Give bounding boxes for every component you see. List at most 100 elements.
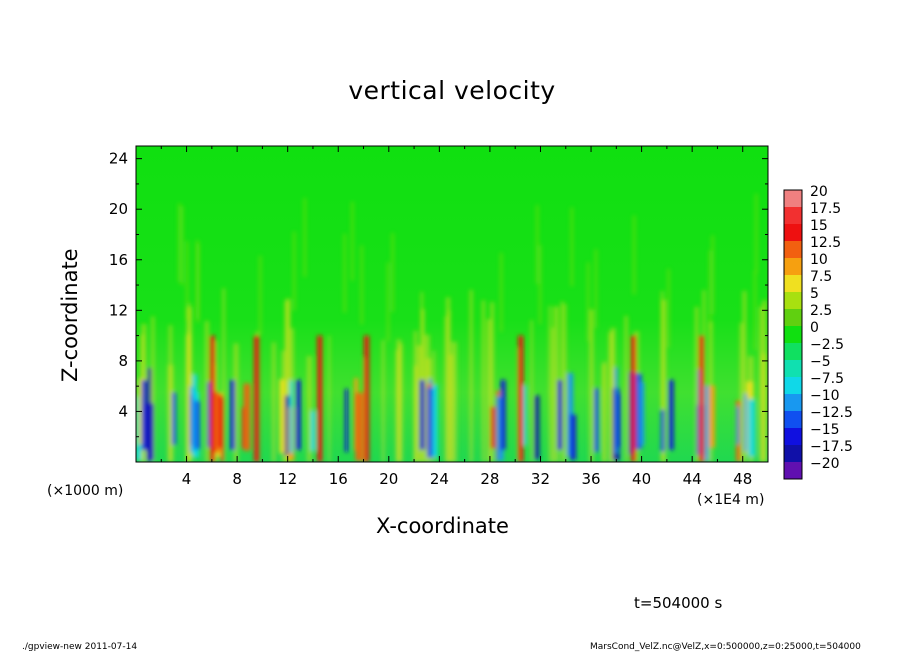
field-streak [557, 379, 563, 450]
x-tick-label: 8 [232, 470, 242, 488]
y-tick-label: 20 [109, 200, 128, 218]
colorbar-swatch [784, 224, 802, 241]
colorbar-label: 12.5 [810, 235, 841, 251]
field-streak [594, 388, 599, 453]
field-streak [569, 414, 576, 460]
colorbar-label: −12.5 [810, 405, 853, 421]
colorbar: 2017.51512.5107.552.50−2.5−5−7.5−10−12.5… [783, 184, 853, 480]
field-streak [350, 201, 354, 281]
y-tick-label: 16 [109, 251, 128, 269]
field-streak [469, 289, 473, 462]
field-streak [742, 290, 747, 462]
field-streak [419, 379, 425, 450]
x-tick-label: 12 [278, 470, 297, 488]
colorbar-swatch [784, 258, 802, 275]
colorbar-label: 10 [810, 252, 828, 268]
colorbar-label: 20 [810, 184, 828, 200]
field-streak [222, 288, 226, 462]
colorbar-label: −5 [810, 354, 831, 370]
colorbar-swatch [784, 326, 802, 343]
field-streak [486, 319, 492, 462]
plot-frame [135, 145, 769, 463]
y-axis-label: Z-coordinate [58, 248, 82, 382]
field-streak [548, 305, 552, 462]
x-tick-label: 20 [379, 470, 398, 488]
field-streak [196, 243, 200, 323]
field-streak [243, 383, 251, 451]
x-tick-label: 48 [733, 470, 752, 488]
colorbar-label: −7.5 [810, 371, 844, 387]
field-streak [711, 235, 715, 315]
colorbar-label: −2.5 [810, 337, 844, 353]
field-streak [551, 327, 554, 462]
field-streak [283, 395, 290, 455]
field-streak [594, 249, 598, 329]
field-streak [416, 345, 423, 462]
field-streak [668, 379, 674, 450]
field-streak [241, 407, 245, 449]
field-streak [141, 379, 147, 450]
field-streak [570, 207, 574, 287]
field-streak [451, 341, 457, 462]
field-streak [180, 206, 184, 286]
field-streak [185, 241, 189, 321]
field-streak [758, 306, 763, 462]
field-streak [736, 406, 740, 445]
field-streak [285, 298, 291, 462]
field-streak [317, 335, 323, 462]
colorbar-swatch [784, 275, 802, 292]
field-streak [177, 203, 181, 283]
field-streak [381, 340, 385, 462]
field-streak [490, 406, 496, 449]
field-streak [310, 410, 316, 451]
field-streak [209, 335, 215, 462]
field-streak [279, 379, 286, 454]
colorbar-swatch [784, 462, 802, 479]
field-streak [218, 394, 223, 449]
colorbar-label: 17.5 [810, 201, 841, 217]
field-streak [521, 385, 527, 446]
field-streak [254, 335, 260, 462]
field-streak [490, 302, 495, 462]
field-streak [499, 252, 503, 332]
field-streak [194, 400, 200, 450]
colorbar-swatch [784, 360, 802, 377]
x-tick-label: 44 [683, 470, 702, 488]
field-streak [624, 315, 628, 462]
field-streak [344, 388, 349, 453]
field-streak [289, 380, 294, 454]
field-streak [432, 384, 438, 458]
field-streak [739, 322, 743, 462]
colorbar-swatch [784, 241, 802, 258]
field-streak [635, 373, 642, 450]
field-streak [295, 379, 301, 450]
footer-left: ./gpview-new 2011-07-14 [22, 642, 138, 652]
field-streak [563, 304, 567, 462]
field-streak [630, 335, 636, 462]
field-streak [586, 262, 590, 342]
colorbar-label: −20 [810, 456, 840, 472]
field-streak [364, 335, 370, 462]
colorbar-swatch [784, 445, 802, 462]
field-streak [292, 231, 296, 311]
field-streak [481, 300, 486, 462]
field-streak [535, 204, 539, 284]
field-streak [661, 299, 667, 462]
time-annotation: t=504000 s [634, 594, 723, 612]
colorbar-label: −15 [810, 422, 840, 438]
field-streak [530, 320, 533, 462]
colorbar-label: −10 [810, 388, 840, 404]
field-streak [699, 335, 705, 462]
colorbar-swatch [784, 292, 802, 309]
field-streak [589, 309, 594, 462]
field-streak [303, 197, 307, 277]
field-streak [398, 343, 403, 462]
field-streak [534, 395, 540, 460]
field-streak [306, 356, 312, 462]
field-streak [449, 354, 454, 462]
field-streak [214, 392, 220, 453]
field-streak [761, 300, 767, 462]
x-tick-label: 24 [430, 470, 449, 488]
x-axis-label: X-coordinate [376, 514, 509, 538]
colorbar-label: 15 [810, 218, 828, 234]
